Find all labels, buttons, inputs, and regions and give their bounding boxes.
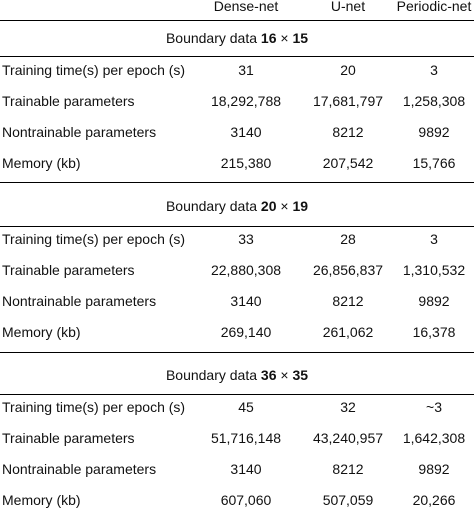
dense-net-value: 18,292,788 [210, 93, 282, 109]
dense-net-value: 3140 [230, 461, 262, 477]
section-rule [0, 352, 474, 353]
u-net-value: 8212 [332, 461, 364, 477]
table-row: Nontrainable parameters 3140 8212 9892 [0, 289, 474, 313]
table-row: Nontrainable parameters 3140 8212 9892 [0, 457, 474, 481]
row-label: Training time(s) per epoch (s) [2, 399, 186, 415]
row-label: Nontrainable parameters [2, 461, 157, 477]
u-net-value: 8212 [332, 124, 364, 140]
grid-size-b: 35 [292, 367, 309, 383]
section-rule [0, 182, 474, 183]
column-header-dense-net: Dense-net [213, 0, 279, 14]
column-header-u-net: U-net [330, 0, 366, 14]
table-row: Training time(s) per epoch (s) 33 28 3 [0, 227, 474, 251]
table-row: Nontrainable parameters 3140 8212 9892 [0, 120, 474, 144]
row-label: Memory (kb) [2, 492, 81, 508]
dense-net-value: 45 [238, 399, 254, 415]
section-title: Boundary data 20 × 19 [165, 198, 309, 214]
row-label: Training time(s) per epoch (s) [2, 62, 186, 78]
u-net-value: 261,062 [322, 324, 374, 340]
table-row: Trainable parameters 18,292,788 17,681,7… [0, 89, 474, 113]
periodic-net-value: 16,378 [412, 324, 456, 340]
u-net-value: 8212 [332, 293, 364, 309]
dense-net-value: 31 [238, 62, 254, 78]
periodic-net-value: 3 [430, 231, 438, 247]
table-row: Trainable parameters 51,716,148 43,240,9… [0, 426, 474, 450]
row-label: Trainable parameters [2, 262, 135, 278]
periodic-net-value: 1,310,532 [402, 262, 466, 278]
grid-size-b: 15 [292, 30, 309, 46]
u-net-value: 28 [340, 231, 356, 247]
table-row: Training time(s) per epoch (s) 45 32 ~3 [0, 395, 474, 419]
grid-size-a: 20 [260, 198, 277, 214]
periodic-net-value: 9892 [418, 293, 450, 309]
periodic-net-value: 15,766 [412, 155, 456, 171]
u-net-value: 26,856,837 [312, 262, 384, 278]
table-row: Memory (kb) 607,060 507,059 20,266 [0, 488, 474, 512]
section-rule [0, 226, 474, 227]
section-rule [0, 394, 474, 395]
header-row: Dense-net U-net Periodic-net [0, 0, 474, 18]
u-net-value: 20 [340, 62, 356, 78]
dense-net-value: 215,380 [220, 155, 272, 171]
periodic-net-value: 3 [430, 62, 438, 78]
periodic-net-value: 20,266 [412, 492, 456, 508]
row-label: Memory (kb) [2, 324, 81, 340]
u-net-value: 32 [340, 399, 356, 415]
u-net-value: 43,240,957 [312, 430, 384, 446]
dense-net-value: 269,140 [220, 324, 272, 340]
row-label: Training time(s) per epoch (s) [2, 231, 186, 247]
section-title: Boundary data 16 × 15 [165, 30, 309, 46]
table-row: Trainable parameters 22,880,308 26,856,8… [0, 258, 474, 282]
u-net-value: 17,681,797 [312, 93, 384, 109]
grid-size-a: 16 [260, 30, 277, 46]
row-label: Nontrainable parameters [2, 124, 157, 140]
dense-net-value: 3140 [230, 293, 262, 309]
section-title: Boundary data 36 × 35 [165, 367, 309, 383]
row-label: Memory (kb) [2, 155, 81, 171]
header-rule [0, 20, 474, 21]
row-label: Trainable parameters [2, 430, 135, 446]
dense-net-value: 33 [238, 231, 254, 247]
table-row: Memory (kb) 269,140 261,062 16,378 [0, 320, 474, 344]
row-label: Nontrainable parameters [2, 293, 157, 309]
u-net-value: 507,059 [322, 492, 374, 508]
table-row: Memory (kb) 215,380 207,542 15,766 [0, 151, 474, 175]
dense-net-value: 22,880,308 [210, 262, 282, 278]
periodic-net-value: 9892 [418, 461, 450, 477]
dense-net-value: 3140 [230, 124, 262, 140]
periodic-net-value: 1,642,308 [402, 430, 466, 446]
periodic-net-value: ~3 [426, 399, 442, 415]
grid-size-a: 36 [260, 367, 277, 383]
periodic-net-value: 1,258,308 [402, 93, 466, 109]
u-net-value: 207,542 [322, 155, 374, 171]
table-row: Training time(s) per epoch (s) 31 20 3 [0, 58, 474, 82]
section-rule [0, 56, 474, 57]
dense-net-value: 607,060 [220, 492, 272, 508]
row-label: Trainable parameters [2, 93, 135, 109]
dense-net-value: 51,716,148 [210, 430, 282, 446]
column-header-periodic-net: Periodic-net [396, 0, 472, 14]
periodic-net-value: 9892 [418, 124, 450, 140]
grid-size-b: 19 [292, 198, 309, 214]
